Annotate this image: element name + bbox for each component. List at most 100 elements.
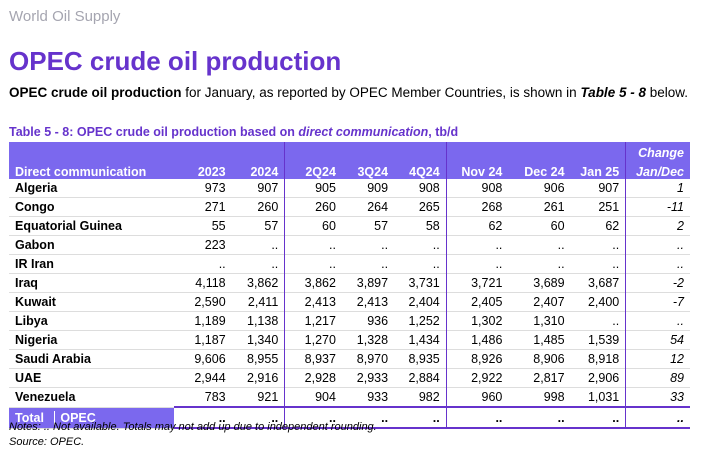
value-cell: 905: [284, 179, 342, 198]
header-period: Jan 25: [570, 160, 626, 179]
header-change-bottom: Jan/Dec: [625, 160, 690, 179]
header-period: 3Q24: [341, 160, 395, 179]
value-cell: ..: [445, 254, 509, 274]
value-cell: 260: [284, 197, 342, 217]
total-cell: ..: [174, 406, 232, 429]
table-row: Saudi Arabia 9,606 8,955 8,937 8,970 8,935 8,9…: [9, 349, 690, 369]
production-table: Change Direct communication 2023 2024 2Q…: [9, 142, 690, 429]
value-cell: ..: [445, 235, 509, 255]
value-cell: 2,884: [408, 371, 440, 385]
table-body: Algeria 973 907 905 909 908 908 906 907 1 Congo 271…: [9, 179, 690, 429]
value-cell: 8,955: [247, 352, 279, 366]
value-cell: 1,485: [533, 333, 565, 347]
value-cell: 8,970: [356, 352, 389, 366]
country-cell: Libya: [15, 314, 48, 328]
table-notes: Notes: .. Not available. Totals may not …: [9, 420, 377, 450]
caption-italic: direct communication: [298, 125, 429, 139]
total-cell: ..: [341, 406, 395, 429]
value-cell: 1,486: [445, 330, 509, 350]
table-row: Nigeria 1,187 1,340 1,270 1,328 1,434 1,486 1,4…: [9, 330, 690, 350]
value-cell: 3,897: [356, 276, 389, 290]
value-cell: 2,590: [194, 295, 226, 309]
value-cell: ..: [432, 257, 440, 271]
value-cell: ..: [557, 238, 565, 252]
change-cell: 2: [625, 216, 690, 236]
value-cell: 1,310: [533, 314, 565, 328]
value-cell: 907: [598, 181, 620, 195]
value-cell: 1,270: [284, 330, 342, 350]
change-cell: 89: [625, 368, 690, 388]
table-row: Iraq 4,118 3,862 3,862 3,897 3,731 3,721 3,689 3…: [9, 273, 690, 293]
total-change: ..: [625, 406, 690, 429]
change-cell: ..: [625, 311, 690, 331]
value-cell: 2,944: [194, 371, 226, 385]
total-label: Total OPEC: [9, 407, 175, 428]
notes-line: Notes: .. Not available. Totals may not …: [9, 421, 377, 433]
table-row: Algeria 973 907 905 909 908 908 906 907 1: [9, 179, 690, 198]
country-cell: Kuwait: [15, 295, 56, 309]
value-cell: 1,217: [284, 311, 342, 331]
total-row: Total OPEC .. .. .. .. .. .. .. .. ..: [9, 406, 690, 429]
value-cell: ..: [612, 314, 620, 328]
value-cell: 261: [543, 200, 565, 214]
value-cell: 260: [257, 200, 279, 214]
value-cell: ..: [432, 238, 440, 252]
change-cell: ..: [625, 235, 690, 255]
value-cell: ..: [381, 257, 389, 271]
value-cell: 223: [204, 238, 226, 252]
header-change-top: Change: [625, 142, 690, 160]
value-cell: 55: [211, 219, 226, 233]
value-cell: 8,937: [284, 349, 342, 369]
value-cell: 8,918: [587, 352, 620, 366]
table-row: UAE 2,944 2,916 2,928 2,933 2,884 2,922 2,817 2,…: [9, 368, 690, 388]
value-cell: 57: [374, 219, 389, 233]
value-cell: 906: [543, 181, 565, 195]
value-cell: 4,118: [195, 276, 226, 290]
value-cell: 8,926: [445, 349, 509, 369]
header-period: 2Q24: [284, 160, 342, 179]
value-cell: 973: [204, 181, 226, 195]
section-label: World Oil Supply: [9, 8, 121, 25]
change-cell: ..: [625, 254, 690, 274]
value-cell: 908: [445, 179, 509, 198]
page-title: OPEC crude oil production: [9, 46, 342, 76]
value-cell: 2,400: [587, 295, 620, 309]
value-cell: 960: [445, 387, 509, 407]
header-period: Dec 24: [508, 160, 571, 179]
change-cell: 12: [625, 349, 690, 369]
country-cell: Algeria: [15, 181, 58, 195]
value-cell: 998: [543, 390, 565, 404]
header-row: Direct communication 2023 2024 2Q24 3Q24…: [9, 160, 690, 179]
change-cell: 54: [625, 330, 690, 350]
value-cell: ..: [271, 257, 279, 271]
country-cell: Nigeria: [15, 333, 58, 347]
value-cell: ..: [218, 257, 226, 271]
intro-table-ref: Table 5 - 8: [580, 85, 646, 100]
change-cell: -2: [625, 273, 690, 293]
intro-text-end: below.: [645, 85, 688, 100]
value-cell: 264: [367, 200, 389, 214]
value-cell: 2,407: [533, 295, 565, 309]
value-cell: 8,935: [408, 352, 440, 366]
value-cell: 2,413: [284, 292, 342, 312]
value-cell: 921: [257, 390, 279, 404]
value-cell: 783: [204, 390, 226, 404]
country-cell: Congo: [15, 200, 55, 214]
value-cell: 909: [367, 181, 389, 195]
table-row: IR Iran..................: [9, 254, 690, 274]
value-cell: 2,405: [445, 292, 509, 312]
value-cell: 1,434: [408, 333, 440, 347]
header-period: 2024: [231, 160, 285, 179]
value-cell: ..: [557, 257, 565, 271]
value-cell: ..: [284, 235, 342, 255]
value-cell: 1,031: [587, 390, 620, 404]
value-cell: ..: [381, 238, 389, 252]
value-cell: 265: [418, 200, 440, 214]
value-cell: 1,252: [408, 314, 440, 328]
header-period: 4Q24: [394, 160, 447, 179]
value-cell: 908: [418, 181, 440, 195]
total-cell: ..: [394, 406, 447, 429]
value-cell: 2,933: [356, 371, 389, 385]
value-cell: 2,413: [356, 295, 389, 309]
change-cell: 1: [625, 179, 690, 198]
